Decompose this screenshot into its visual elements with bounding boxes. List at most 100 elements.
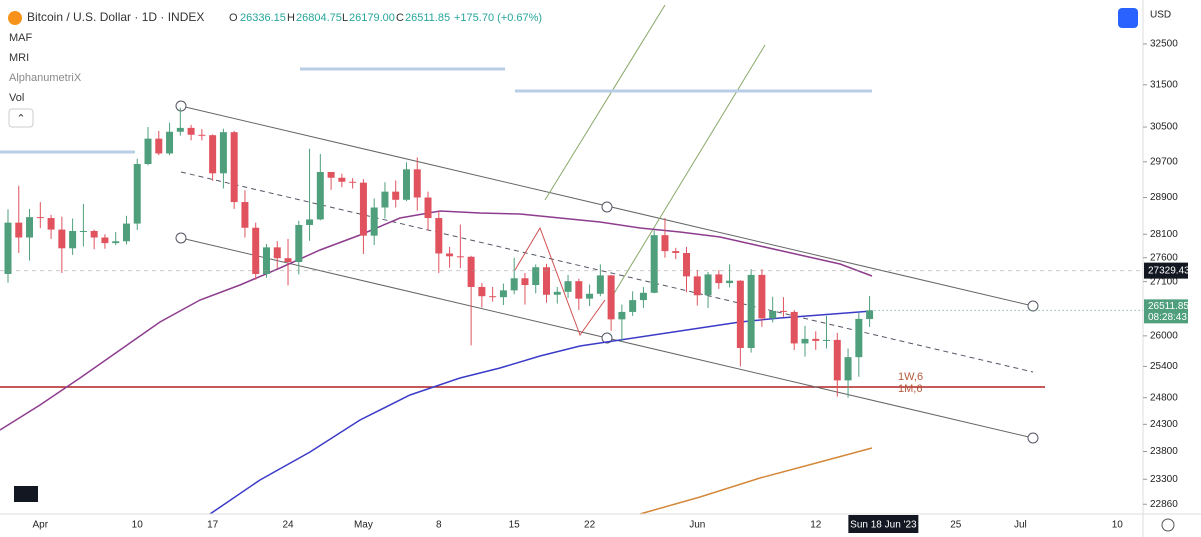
collapse-icon[interactable]: ⌃ <box>16 113 25 125</box>
x-tick-label: 17 <box>207 520 219 531</box>
y-tick-label: 32500 <box>1150 39 1178 50</box>
pattern-line <box>514 226 606 337</box>
candle-body <box>478 286 486 297</box>
candle-body <box>209 135 217 174</box>
close-label: C <box>396 12 404 24</box>
candle-body <box>392 191 400 200</box>
candle-body <box>4 222 12 274</box>
candle-body <box>618 311 626 320</box>
annotation: 1W,6 <box>898 371 923 383</box>
candle-body <box>273 247 281 259</box>
candle-body <box>693 276 701 296</box>
candle-body <box>726 280 734 284</box>
open-value: 26336.15 <box>240 12 286 24</box>
candle-body <box>381 191 389 208</box>
candle-body <box>769 310 777 319</box>
low-label: L <box>342 12 348 24</box>
candle-body <box>833 339 841 381</box>
candle-body <box>553 291 561 295</box>
indicator-label[interactable]: AlphanumetriX <box>9 72 82 84</box>
drawings <box>0 4 1045 515</box>
settings-button[interactable] <box>1118 8 1138 28</box>
candle-body <box>510 278 518 291</box>
indicator-label[interactable]: MRI <box>9 52 29 64</box>
candle-body <box>316 171 324 220</box>
candle-body <box>230 132 238 203</box>
candle-body <box>262 247 270 274</box>
candle-body <box>155 138 163 154</box>
x-tick-label: 12 <box>810 520 822 531</box>
candle-body <box>112 241 120 244</box>
settings-icon[interactable] <box>1161 518 1175 532</box>
candle-body <box>704 274 712 296</box>
y-tick-label: 27600 <box>1150 252 1178 263</box>
candle-body <box>812 338 820 341</box>
x-tick-label: Jul <box>1014 520 1027 531</box>
ma-slow <box>0 210 873 431</box>
candle-body <box>166 131 174 154</box>
candle-body <box>349 181 357 183</box>
x-tick-label: 10 <box>132 520 144 531</box>
candle-body <box>370 207 378 236</box>
crosshair-price-label: 27329.43 <box>1148 265 1190 276</box>
candle-body <box>90 230 98 238</box>
last-price-label: 26511.85 <box>1148 301 1189 312</box>
candle-body <box>736 280 744 348</box>
symbol-icon <box>8 11 22 25</box>
handle <box>175 100 187 112</box>
change-value: +175.70 (+0.67%) <box>454 12 542 24</box>
candle-body <box>575 281 583 299</box>
x-tick-label: 8 <box>436 520 442 531</box>
chart-title: Bitcoin / U.S. Dollar · 1D · INDEX <box>27 10 204 24</box>
y-tick-label: 30500 <box>1150 122 1178 133</box>
high-label: H <box>287 12 295 24</box>
candles <box>4 107 874 398</box>
candle-body <box>79 230 87 232</box>
candle-body <box>639 292 647 301</box>
y-tick-label: 25400 <box>1150 361 1178 372</box>
y-tick-label: 26000 <box>1150 330 1178 341</box>
candle-body <box>446 253 454 257</box>
indicator-label[interactable]: Vol <box>9 92 24 104</box>
candle-body <box>424 197 432 219</box>
candle-body <box>790 311 798 344</box>
y-tick-label: 24300 <box>1150 419 1178 430</box>
candle-body <box>661 235 669 252</box>
candle-body <box>295 224 303 263</box>
handle <box>601 332 613 344</box>
handle <box>1027 432 1039 444</box>
collapse-button[interactable] <box>8 108 34 128</box>
candle-body <box>133 164 141 224</box>
crosshair-date-box <box>848 515 919 533</box>
candle-body <box>672 251 680 253</box>
candle-body <box>47 218 55 230</box>
candle-body <box>198 134 206 136</box>
candle-body <box>532 267 540 286</box>
candle-body <box>456 256 464 258</box>
y-tick-label: 27100 <box>1150 276 1178 287</box>
currency[interactable]: USD <box>1150 10 1171 21</box>
x-tick-label: 25 <box>950 520 962 531</box>
candle-body <box>402 169 410 200</box>
candle-body <box>801 338 809 344</box>
handle <box>601 201 613 213</box>
candle-body <box>284 258 292 263</box>
candle-body <box>747 274 755 348</box>
candle-body <box>359 182 367 236</box>
y-tick-label: 31500 <box>1150 79 1178 90</box>
x-tick-label: 24 <box>282 520 294 531</box>
y-tick-label: 24800 <box>1150 392 1178 403</box>
candle-body <box>779 310 787 312</box>
indicator-label[interactable]: MAF <box>9 32 33 44</box>
candle-body <box>844 357 852 381</box>
candle-body <box>58 229 66 249</box>
candle-body <box>866 310 874 320</box>
y-tick-label: 23800 <box>1150 446 1178 457</box>
candle-body <box>338 177 346 182</box>
candle-body <box>187 127 195 135</box>
x-tick-label: Jun <box>689 520 705 531</box>
candle-body <box>629 300 637 312</box>
candle-body <box>586 293 594 299</box>
x-tick-label: May <box>354 520 373 531</box>
